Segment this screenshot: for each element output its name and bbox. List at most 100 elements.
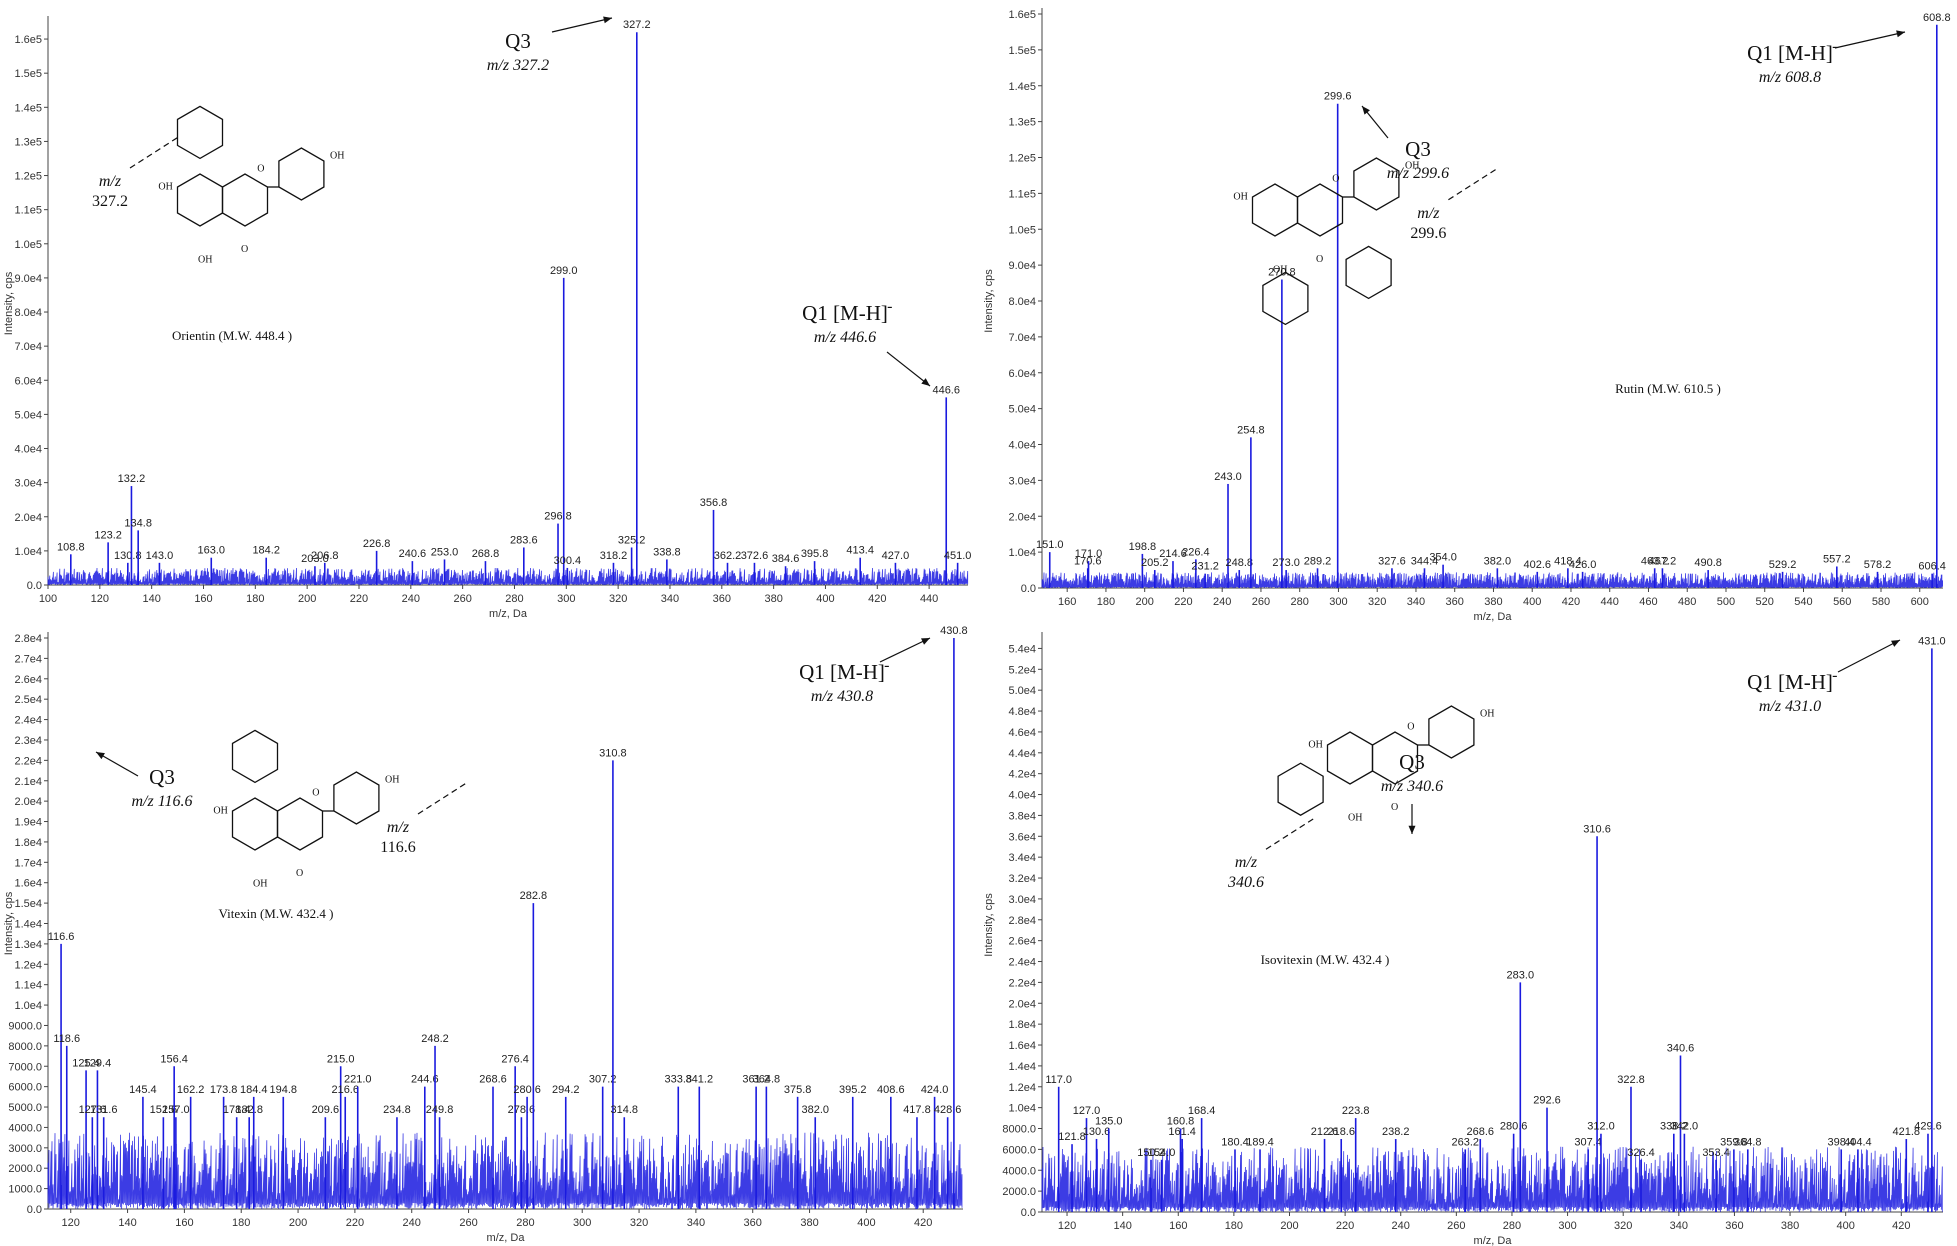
peak-label: 162.2 [177,1084,205,1096]
chemical-structure-icon: OH OH O OH O [1233,157,1419,326]
y-tick-label: 9.0e4 [1008,260,1036,272]
structure-atom-label: O [1407,721,1414,732]
x-tick-label: 260 [453,593,471,605]
y-tick-label: 2000.0 [8,1163,42,1175]
peak-label: 143.0 [146,550,174,562]
y-tick-label: 8.0e4 [1008,296,1036,308]
y-tick-label: 0.0 [1021,583,1036,595]
ring-b [1353,157,1400,211]
y-tick-label: 0.0 [1021,1207,1036,1219]
structure-atom-label: OH [1308,740,1322,751]
y-tick-label: 1.5e5 [1008,45,1036,57]
y-tick-label: 1.6e4 [14,878,42,890]
noise-trace [47,567,969,587]
fragment-mz-label: m/z [99,173,122,190]
peak-label: 218.6 [1327,1126,1355,1138]
x-tick-label: 360 [1725,1220,1743,1232]
x-tick-label: 240 [403,1217,421,1229]
peak-label: 398.4 [1827,1136,1855,1148]
ring-b [278,147,325,201]
cleavage-line [1448,167,1499,201]
y-tick-label: 1.0e4 [14,1000,42,1012]
peak-label: 280.6 [1500,1121,1528,1133]
peak-label: 361.2 [742,1074,770,1086]
x-tick-label: 120 [62,1217,80,1229]
peak-label: 451.0 [944,550,972,562]
arrow-head [1891,640,1900,647]
y-tick-label: 1.5e5 [14,68,42,80]
x-tick-label: 120 [1058,1220,1076,1232]
peak-label: 253.0 [431,546,459,558]
arrow-head [1362,106,1370,115]
x-tick-label: 400 [1836,1220,1854,1232]
y-tick-label: 2.8e4 [1008,915,1036,927]
y-tick-label: 2.6e4 [1008,936,1036,948]
x-tick-label: 440 [1601,596,1619,608]
structure-atom-label: O [296,868,303,879]
peak-label: 135.0 [1095,1116,1123,1128]
x-tick-label: 160 [1058,596,1076,608]
y-tick-label: 6000.0 [1002,1144,1036,1156]
peak-label: 273.0 [1272,557,1300,569]
y-tick-label: 1.9e4 [14,817,42,829]
peak-label: 129.4 [84,1057,112,1069]
peak-label: 429.6 [1914,1121,1942,1133]
compound-name-label: Rutin (M.W. 610.5 ) [1615,381,1721,396]
y-tick-label: 7.0e4 [14,341,42,353]
peak-label: 206.8 [311,550,339,562]
peak-label: 168.4 [1188,1105,1216,1117]
y-tick-label: 8.0e4 [14,307,42,319]
x-tick-label: 260 [1447,1220,1465,1232]
x-tick-label: 200 [1280,1220,1298,1232]
annotation-arrow [879,637,931,663]
peak-label: 178.4 [223,1104,251,1116]
y-tick-label: 1.6e4 [1008,1040,1036,1052]
peak-label: 157.0 [162,1104,190,1116]
x-tick-label: 120 [91,593,109,605]
y-tick-label: 2.1e4 [14,776,42,788]
peak-label: 292.6 [1533,1095,1561,1107]
x-tick-label: 200 [1136,596,1154,608]
structure-atom-label: OH [158,182,172,193]
peak-label: 375.8 [784,1084,812,1096]
peak-label: 226.4 [1182,546,1210,558]
y-tick-label: 2.2e4 [14,755,42,767]
y-tick-label: 1.0e5 [1008,224,1036,236]
x-tick-label: 220 [350,593,368,605]
peak-label: 198.8 [1129,541,1157,553]
sugar-ring [1345,245,1392,300]
x-tick-label: 180 [1097,596,1115,608]
sugar-ring [1277,762,1324,816]
peak-label: 151.0 [1036,539,1064,551]
x-tick-label: 340 [1670,1220,1688,1232]
peak-label: 171.0 [1075,548,1103,560]
peak-label: 327.6 [1378,555,1406,567]
spectrum-chart-rutin: 0.0 1.0e4 2.0e4 3.0e4 4.0e4 5.0e4 6.0e4 7.0e4 8.… [983,8,1951,623]
peak-label: 362.2 [714,550,742,562]
y-axis-label: Intensity, cps [3,891,15,955]
y-tick-label: 1.0e5 [14,239,42,251]
x-tick-label: 300 [573,1217,591,1229]
x-tick-label: 340 [661,593,679,605]
x-tick-label: 280 [505,593,523,605]
structure-atom-label: OH [213,806,227,817]
compound-name-label: Vitexin (M.W. 432.4 ) [218,906,333,921]
y-tick-label: 2000.0 [1002,1186,1036,1198]
y-tick-label: 1.4e5 [1008,81,1036,93]
x-tick-label: 400 [857,1217,875,1229]
peak-label: 244.6 [411,1074,439,1086]
y-tick-label: 1000.0 [8,1184,42,1196]
peak-label: 327.2 [623,19,651,31]
x-tick-label: 500 [1717,596,1735,608]
peak-label: 341.2 [686,1074,714,1086]
q3-mz-label: m/z 299.6 [1387,165,1449,182]
q3-label: Q3 [149,765,175,789]
x-tick-label: 260 [1252,596,1270,608]
x-tick-label: 140 [142,593,160,605]
x-tick-label: 320 [609,593,627,605]
peak-label: 282.8 [520,890,548,902]
y-tick-label: 1.4e4 [1008,1061,1036,1073]
peak-label: 212.6 [1311,1126,1339,1138]
peak-label: 557.2 [1823,553,1851,565]
x-tick-label: 200 [289,1217,307,1229]
